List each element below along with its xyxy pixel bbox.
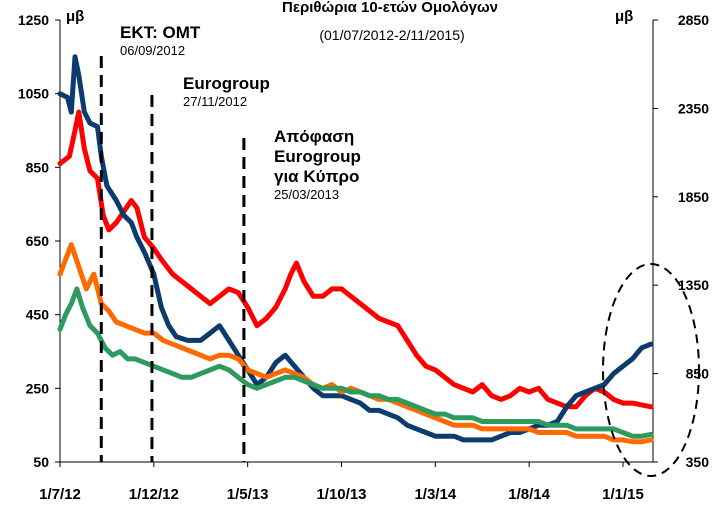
- chart-subtitle: (01/07/2012-2/11/2015): [319, 27, 464, 43]
- event-title: Eurogroup: [183, 74, 270, 93]
- x-tick-label: 1/7/12: [39, 486, 81, 503]
- event-title: Απόφαση: [274, 127, 354, 146]
- y-left-tick-label: 250: [26, 380, 50, 396]
- event-date: 06/09/2012: [120, 43, 185, 58]
- y-left-tick-label: 450: [26, 307, 50, 323]
- y-left-tick-label: 1050: [18, 86, 49, 102]
- series-line-1: [57, 109, 654, 410]
- event-title: για Κύπρο: [274, 167, 359, 186]
- x-tick-label: 1/10/13: [316, 486, 366, 503]
- y-left-tick-label: 1250: [18, 12, 49, 28]
- event-title: Eurogroup: [274, 147, 361, 166]
- x-tick-label: 1/5/13: [227, 486, 269, 503]
- event-date: 25/03/2013: [274, 187, 339, 202]
- y-right-tick-label: 1850: [678, 189, 709, 205]
- y-left-tick-label: 650: [26, 233, 50, 249]
- x-tick-label: 1/8/14: [508, 486, 550, 503]
- y-right-tick-label: 2850: [678, 12, 709, 28]
- x-tick-label: 1/3/14: [414, 486, 456, 503]
- y-left-tick-label: 50: [33, 454, 49, 470]
- y-right-unit: μβ: [615, 8, 633, 25]
- chart-title: Περιθώρια 10-ετών Ομολόγων: [282, 0, 498, 16]
- y-right-tick-label: 350: [686, 454, 710, 470]
- series-lines: [57, 54, 654, 445]
- series-line-2: [57, 54, 654, 443]
- y-right-tick-label: 1350: [678, 277, 709, 293]
- x-tick-label: 1/1/15: [602, 486, 644, 503]
- event-date: 27/11/2012: [183, 94, 247, 109]
- x-tick-label: 1/12/12: [129, 486, 179, 503]
- y-left-unit: μβ: [66, 8, 84, 25]
- axes: 1250 1050 850 650 450 250 50 2850 2350 1850 1350 85…: [18, 12, 709, 503]
- y-left-tick-label: 850: [26, 159, 50, 175]
- annotations: ΕΚΤ: OMT06/09/2012Eurogroup27/11/2012Από…: [99, 23, 361, 462]
- highlight-ellipse: [602, 263, 700, 477]
- y-right-tick-label: 850: [686, 366, 710, 382]
- y-right-tick-label: 2350: [678, 100, 709, 116]
- event-title: ΕΚΤ: OMT: [120, 23, 201, 42]
- series-line-4: [57, 286, 654, 439]
